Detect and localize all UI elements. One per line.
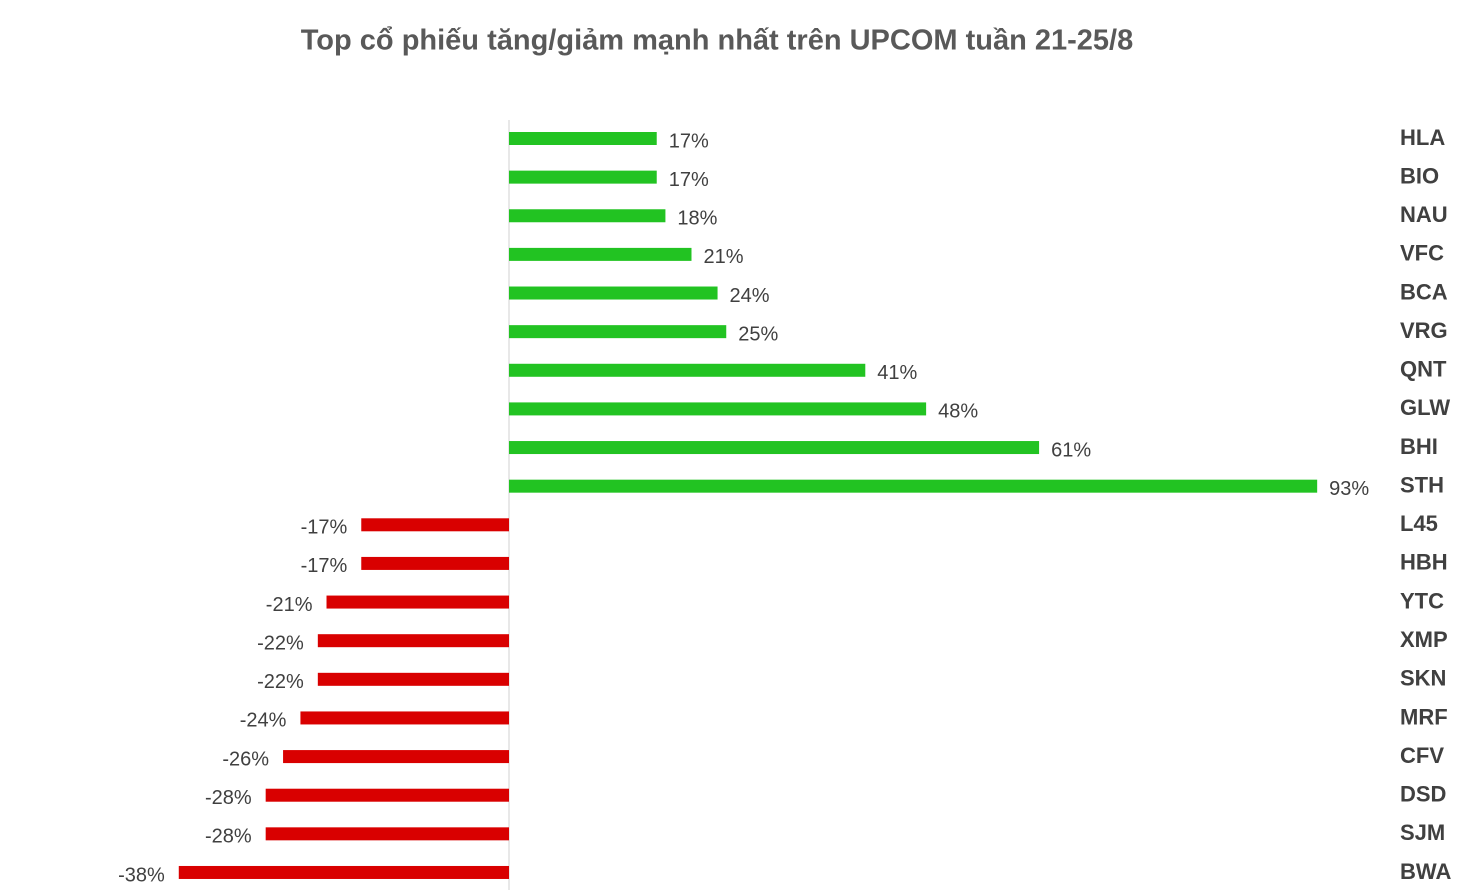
bar bbox=[317, 634, 509, 648]
bar bbox=[509, 209, 666, 223]
value-label: 24% bbox=[730, 285, 770, 307]
category-label: STH bbox=[1400, 472, 1444, 497]
chart-title: Top cổ phiếu tăng/giảm mạnh nhất trên UP… bbox=[301, 25, 1134, 57]
bar bbox=[509, 170, 657, 184]
category-label: BCA bbox=[1400, 279, 1448, 304]
category-label: SKN bbox=[1400, 666, 1446, 691]
value-label: -26% bbox=[222, 748, 269, 770]
bar bbox=[509, 325, 727, 339]
bar bbox=[265, 827, 509, 841]
value-label: 25% bbox=[738, 323, 778, 345]
bar bbox=[178, 865, 509, 879]
value-label: 41% bbox=[877, 362, 917, 384]
bar bbox=[300, 711, 509, 725]
value-label: -17% bbox=[301, 517, 348, 539]
value-label: 21% bbox=[703, 246, 743, 268]
category-label: HBH bbox=[1400, 550, 1448, 575]
bar bbox=[509, 402, 927, 416]
bar bbox=[509, 247, 692, 261]
category-label: YTC bbox=[1400, 588, 1444, 613]
category-label: DSD bbox=[1400, 782, 1446, 807]
bar bbox=[283, 750, 509, 764]
value-label: 61% bbox=[1051, 439, 1091, 461]
bar bbox=[326, 595, 509, 609]
category-label: SJM bbox=[1400, 820, 1445, 845]
category-label: HLA bbox=[1400, 125, 1445, 150]
category-label: BWA bbox=[1400, 859, 1451, 884]
category-label: QNT bbox=[1400, 357, 1447, 382]
category-label: VFC bbox=[1400, 241, 1444, 266]
value-label: -22% bbox=[257, 671, 304, 693]
value-label: 17% bbox=[669, 130, 709, 152]
category-label: BHI bbox=[1400, 434, 1438, 459]
value-label: -28% bbox=[205, 787, 252, 809]
category-label: VRG bbox=[1400, 318, 1448, 343]
value-label: 48% bbox=[938, 401, 978, 423]
bar bbox=[509, 132, 657, 145]
value-label: -28% bbox=[205, 826, 252, 848]
value-label: -22% bbox=[257, 632, 304, 654]
bar bbox=[317, 672, 509, 686]
category-label: CFV bbox=[1400, 743, 1444, 768]
value-label: 18% bbox=[677, 208, 717, 230]
category-label: GLW bbox=[1400, 395, 1450, 420]
category-label: XMP bbox=[1400, 627, 1448, 652]
bar bbox=[509, 363, 866, 377]
bar bbox=[361, 556, 509, 570]
bar bbox=[509, 479, 1318, 493]
category-label: NAU bbox=[1400, 202, 1448, 227]
bar bbox=[509, 441, 1040, 455]
category-label: BIO bbox=[1400, 163, 1439, 188]
category-label: MRF bbox=[1400, 704, 1448, 729]
value-label: -38% bbox=[118, 864, 165, 886]
bar bbox=[265, 788, 509, 802]
category-label: L45 bbox=[1400, 511, 1438, 536]
value-label: 17% bbox=[669, 169, 709, 191]
value-label: -17% bbox=[301, 555, 348, 577]
bar bbox=[361, 518, 509, 532]
value-label: 93% bbox=[1329, 478, 1369, 500]
bar bbox=[509, 286, 718, 300]
value-label: -21% bbox=[266, 594, 313, 616]
value-label: -24% bbox=[240, 710, 287, 732]
